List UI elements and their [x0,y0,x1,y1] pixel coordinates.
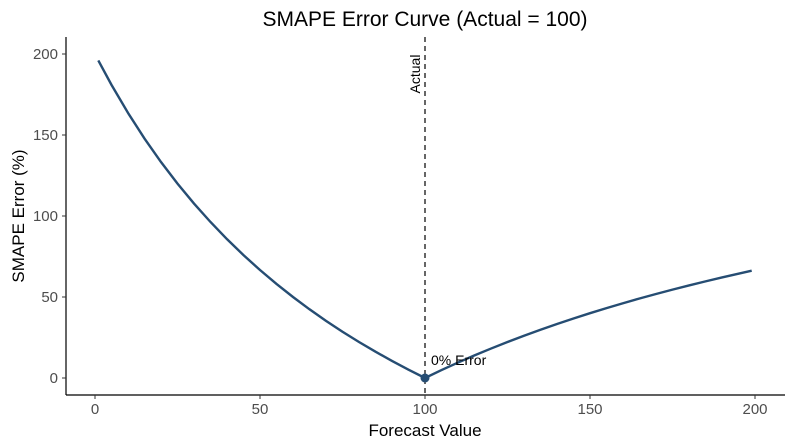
y-tick-label: 0 [50,370,58,387]
y-tick-label: 100 [33,208,58,225]
x-tick-label: 150 [577,401,602,418]
chart-title: SMAPE Error Curve (Actual = 100) [262,8,587,31]
y-tick-label: 150 [33,127,58,144]
y-axis-ticks: 0 50 100 150 200 [33,46,66,387]
y-axis-title: SMAPE Error (%) [9,149,28,282]
x-tick-label: 100 [412,401,437,418]
zero-error-label: 0% Error [431,352,487,368]
y-tick-label: 200 [33,46,58,63]
plot-area: 0 50 100 150 200 0 50 100 150 200 Actual 0% Erro… [33,37,785,418]
x-tick-label: 50 [252,401,269,418]
x-tick-label: 200 [742,401,767,418]
x-axis-ticks: 0 50 100 150 200 [91,395,768,418]
x-tick-label: 0 [91,401,99,418]
zero-error-point [420,373,430,383]
y-tick-label: 50 [41,289,58,306]
actual-reference-label: Actual [407,55,423,94]
x-axis-title: Forecast Value [368,421,481,440]
